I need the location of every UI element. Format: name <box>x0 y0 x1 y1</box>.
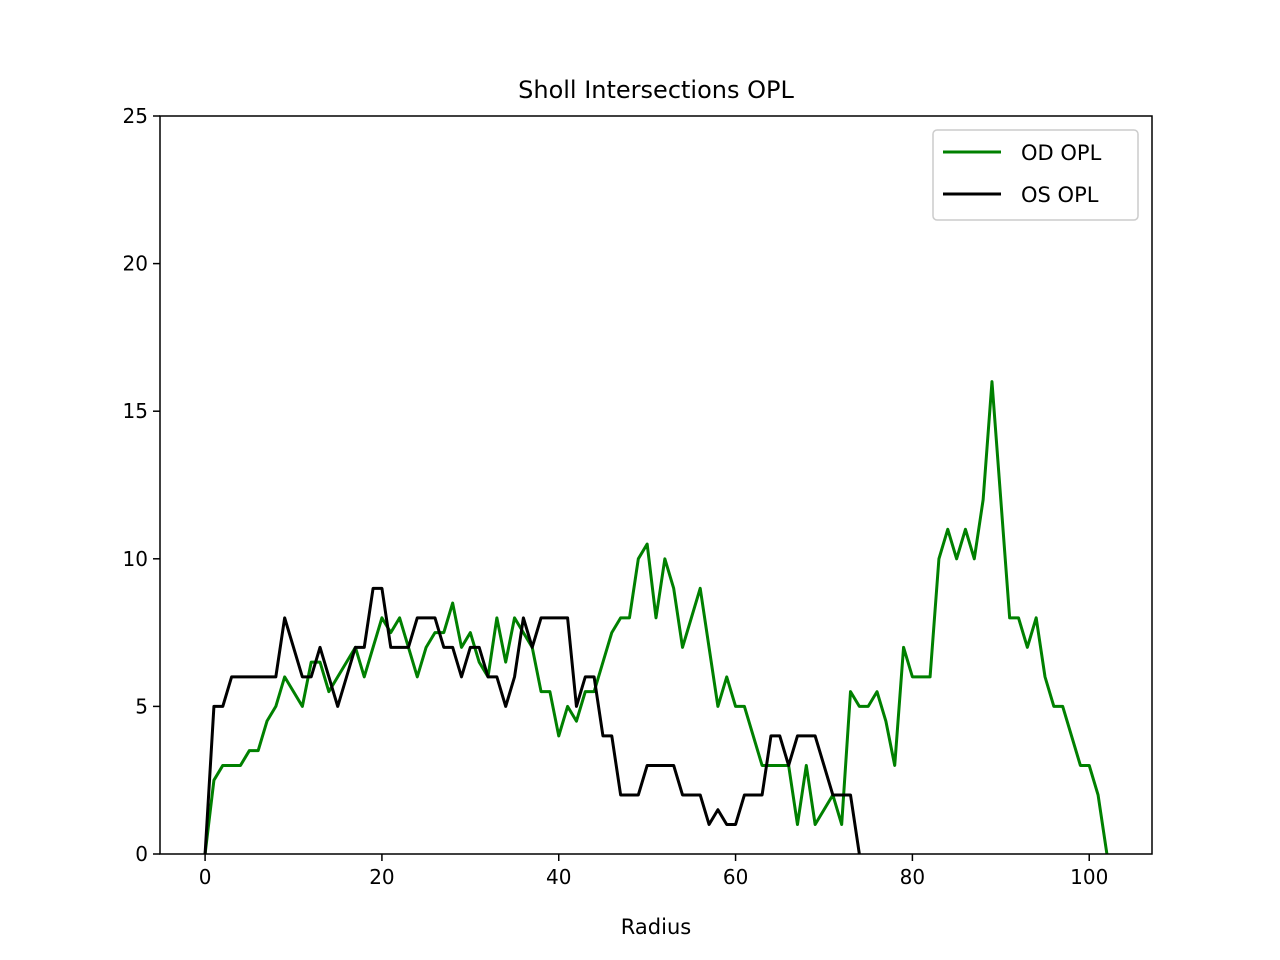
x-axis: 0 20 40 60 80 100 <box>199 854 1108 889</box>
y-axis: 0 5 10 15 20 25 <box>123 104 160 866</box>
x-tick-label: 0 <box>199 865 212 889</box>
y-tick-label: 5 <box>135 694 148 718</box>
x-tick-label: 80 <box>900 865 925 889</box>
legend: OD OPL OS OPL <box>932 129 1139 221</box>
y-tick-label: 10 <box>123 547 148 571</box>
plot-lines <box>203 380 1109 855</box>
legend-label: OS OPL <box>1021 183 1099 207</box>
x-tick-label: 100 <box>1070 865 1108 889</box>
x-axis-label: Radius <box>621 915 691 939</box>
plot-frame <box>159 115 1153 855</box>
y-tick-label: 0 <box>135 842 148 866</box>
x-tick-label: 40 <box>546 865 571 889</box>
x-tick-label: 20 <box>369 865 394 889</box>
series-line-os-opl <box>203 586 861 855</box>
y-tick-label: 20 <box>123 252 148 276</box>
y-tick-label: 15 <box>123 399 148 423</box>
y-tick-label: 25 <box>123 104 148 128</box>
chart-title: Sholl Intersections OPL <box>518 76 794 104</box>
x-tick-label: 60 <box>723 865 748 889</box>
legend-label: OD OPL <box>1021 141 1102 165</box>
